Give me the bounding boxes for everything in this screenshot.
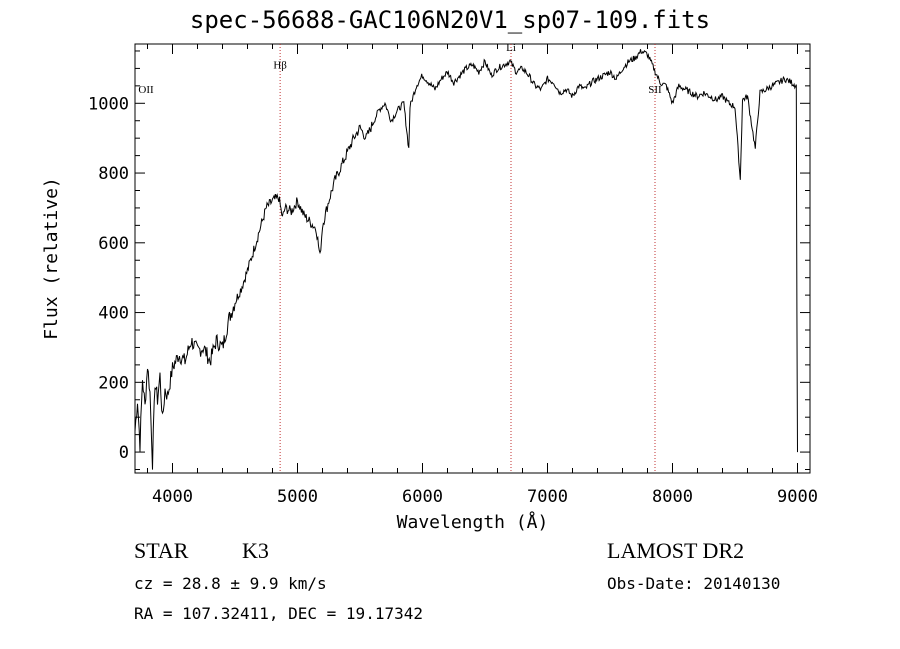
x-tick-label: 5000 [277,487,318,507]
spectral-line-label: Li [506,42,516,54]
y-tick-label: 0 [119,443,129,463]
x-axis-label: Wavelength (Å) [397,511,549,533]
x-tick-label: 4000 [152,487,193,507]
survey-label: LAMOST DR2 [607,538,745,563]
spectral-line-label: Hβ [273,59,287,71]
x-tick-label: 7000 [527,487,568,507]
plot-frame [134,43,811,474]
coordinates: RA = 107.32411, DEC = 19.17342 [134,604,423,623]
spectral-line-label: OII [138,84,154,96]
obs-date: Obs-Date: 20140130 [607,574,781,593]
y-axis-label: Flux (relative) [41,177,62,340]
x-tick-label: 8000 [652,487,693,507]
y-tick-label: 600 [98,234,129,254]
spectral-line-label: SII [648,84,662,96]
object-subclass: K3 [242,538,269,563]
chart-title: spec-56688-GAC106N20V1_sp07-109.fits [189,6,711,34]
x-tick-label: 6000 [402,487,443,507]
redshift-line: cz = 28.8 ± 9.9 km/s [134,574,327,593]
y-tick-label: 400 [98,304,129,324]
y-tick-label: 800 [98,164,129,184]
y-tick-label: 200 [98,373,129,393]
flux-series-line [134,49,798,470]
y-tick-label: 1000 [88,94,129,114]
object-class: STAR [134,538,189,563]
x-tick-label: 9000 [777,487,818,507]
